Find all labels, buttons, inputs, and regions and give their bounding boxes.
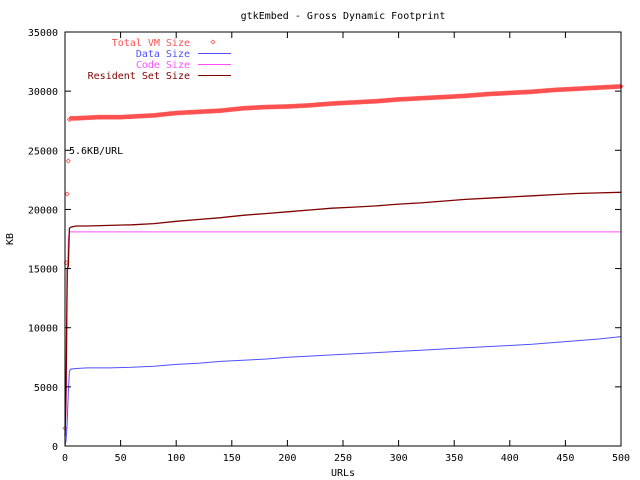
y-tick-label: 10000 — [28, 324, 58, 335]
x-tick-label: 200 — [278, 453, 296, 464]
x-tick-label: 50 — [115, 453, 127, 464]
data-point — [65, 158, 71, 164]
x-tick-label: 150 — [223, 453, 241, 464]
x-tick-label: 100 — [167, 453, 185, 464]
series-line-data-size — [64, 336, 622, 447]
x-tick-label: 250 — [334, 453, 352, 464]
y-tick-label: 20000 — [28, 205, 58, 216]
legend-label: Total VM Size — [112, 38, 190, 49]
slope-annotation: 5.6KB/URL — [69, 146, 123, 157]
x-tick-label: 350 — [445, 453, 463, 464]
axis-ticks: 0 50 100 150 200 250 300 350 400 450 5000500010000… — [28, 28, 630, 464]
legend-label: Resident Set Size — [88, 71, 190, 82]
y-tick-label: 35000 — [28, 28, 58, 39]
plot-area — [62, 83, 624, 447]
legend-label: Code Size — [136, 60, 190, 71]
x-tick-label: 450 — [556, 453, 574, 464]
legend-label: Data Size — [136, 49, 190, 60]
legend-marker — [210, 39, 216, 45]
y-tick-label: 30000 — [28, 87, 58, 98]
chart-title: gtkEmbed - Gross Dynamic Footprint — [241, 11, 446, 22]
x-tick-label: 400 — [501, 453, 519, 464]
y-axis-label: KB — [5, 233, 16, 245]
x-axis-label: URLs — [331, 468, 355, 479]
x-tick-label: 300 — [390, 453, 408, 464]
y-tick-label: 15000 — [28, 265, 58, 276]
series-line-code-size — [64, 231, 621, 441]
series-total-vm-size — [62, 83, 624, 431]
plot-frame — [64, 31, 622, 447]
y-tick-label: 0 — [52, 442, 58, 453]
x-tick-label: 0 — [62, 453, 68, 464]
y-tick-label: 5000 — [34, 383, 58, 394]
x-tick-label: 500 — [612, 453, 630, 464]
y-tick-label: 25000 — [28, 146, 58, 157]
series-line-resident-set-size — [64, 191, 622, 437]
data-point — [64, 191, 70, 197]
